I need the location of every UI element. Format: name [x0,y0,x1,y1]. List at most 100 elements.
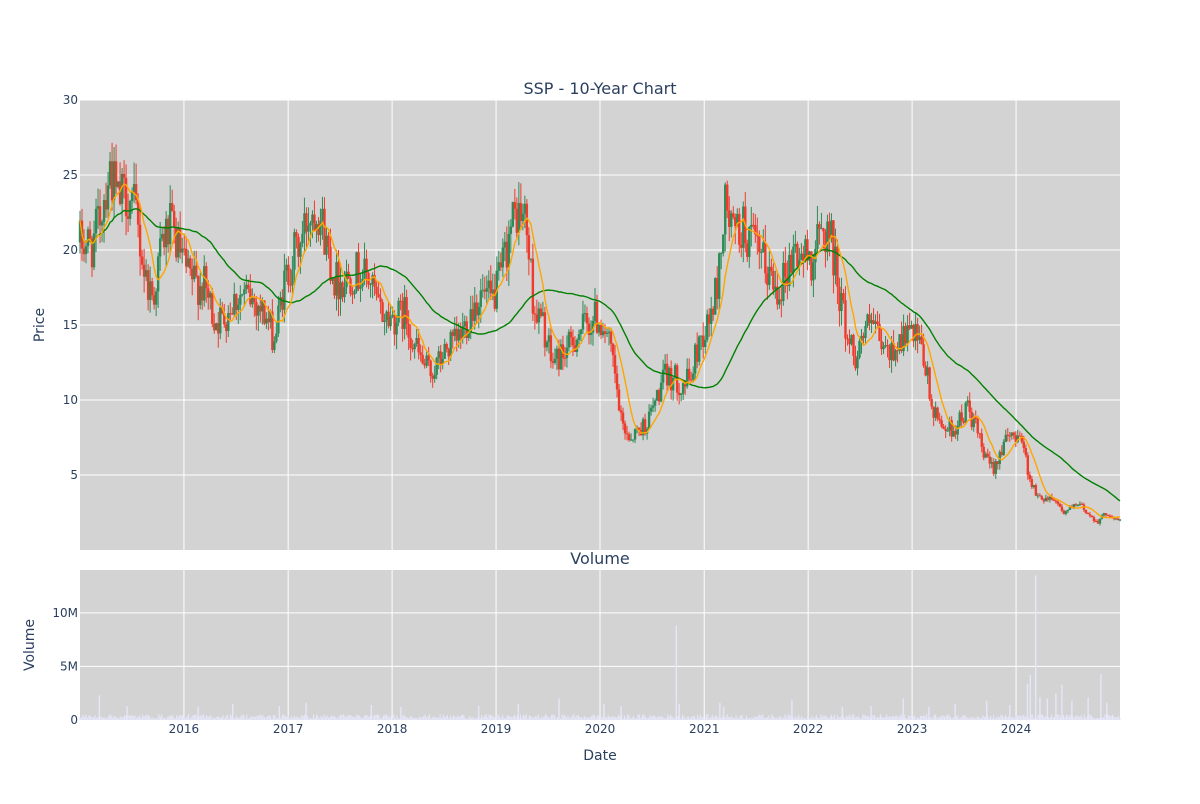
candle-body [395,322,398,335]
candle-body [772,270,775,290]
volume-bar [479,718,481,720]
volume-bar [646,718,648,720]
candle-body [778,299,781,305]
volume-bar [533,717,535,720]
volume-bar [902,698,904,720]
volume-bar [808,718,810,720]
price-grid [80,99,1120,550]
candle-body [481,289,484,291]
candle-body [1072,504,1076,508]
volume-y-tick: 10M [52,606,78,620]
volume-bar [634,717,636,720]
candle-body [697,336,701,362]
candle-body [1010,432,1013,436]
volume-bar [583,715,585,720]
volume-bar [414,717,416,720]
candle-body [846,338,849,340]
volume-bar [1055,693,1057,720]
volume-bar [307,716,309,720]
candle-body [205,266,208,289]
candle-body [689,379,693,381]
candle-body [233,294,236,315]
candle-body [972,417,975,428]
volume-bar [1065,714,1068,720]
candle-body [215,323,218,331]
candle-body [1008,435,1011,437]
candle-body [988,456,991,464]
volume-bar [458,716,460,720]
candle-body [82,248,86,255]
candle-body [663,363,667,370]
volume-bar [1039,697,1041,720]
candle-body [501,247,505,268]
candle-body [816,224,819,249]
volume-bar [707,714,709,720]
candle-body [231,313,234,315]
candle-body [712,308,715,315]
volume-bar [741,714,743,720]
price-y-tick: 30 [63,93,78,107]
candle-body [176,228,180,258]
volume-bar [891,716,893,720]
volume-bar [118,718,120,720]
candle-body [197,276,200,305]
volume-bar [379,718,382,720]
candle-body [349,278,352,294]
candle-body [1096,520,1100,524]
candle-body [896,350,899,352]
volume-bar [1035,575,1037,720]
candle-body [960,412,963,422]
volume-bar [881,716,883,720]
volume-bar [219,717,221,720]
volume-bar [167,716,169,720]
candle-body [625,433,629,435]
volume-bar [872,715,874,720]
volume-bar [161,714,163,720]
volume-bar [403,715,405,720]
volume-bar [156,718,158,720]
candle-body [878,324,881,341]
volume-bar [619,716,621,720]
volume-bar [485,714,487,720]
volume-bar [644,716,646,720]
candle-body [627,434,631,441]
candle-body [168,203,172,245]
volume-bar [330,715,333,720]
price-y-tick: 15 [63,318,78,332]
volume-bar [940,716,943,720]
volume-bar [185,717,187,720]
candle-body [549,335,553,362]
candle-body [1044,497,1048,502]
volume-bar [466,718,468,720]
x-tick-label: 2022 [793,722,824,736]
volume-bar [390,715,392,720]
candle-body [281,297,284,310]
volume-bar [842,715,844,720]
volume-bar [867,716,870,720]
volume-bar [629,718,632,720]
volume-bar [649,715,651,720]
candle-body [882,346,885,350]
volume-bar [1086,716,1088,720]
volume-bar [469,715,471,720]
volume-bar [493,716,495,720]
candle-body [545,341,549,348]
candle-body [207,288,210,298]
volume-bar [504,717,507,720]
volume-bar [737,718,739,720]
candle-body [1028,474,1032,480]
volume-bar [295,717,297,720]
volume-bar [140,718,142,720]
volume-bar [626,714,629,720]
volume-bar [320,716,322,720]
candle-body [990,462,993,464]
volume-bar [164,717,166,720]
volume-bar [220,717,222,720]
candle-body [830,220,833,239]
volume-bar [1004,715,1007,720]
candle-body [377,293,380,298]
candle-body [219,307,222,334]
candle-body [247,284,250,289]
volume-bar [421,717,423,720]
candle-body [235,294,238,310]
